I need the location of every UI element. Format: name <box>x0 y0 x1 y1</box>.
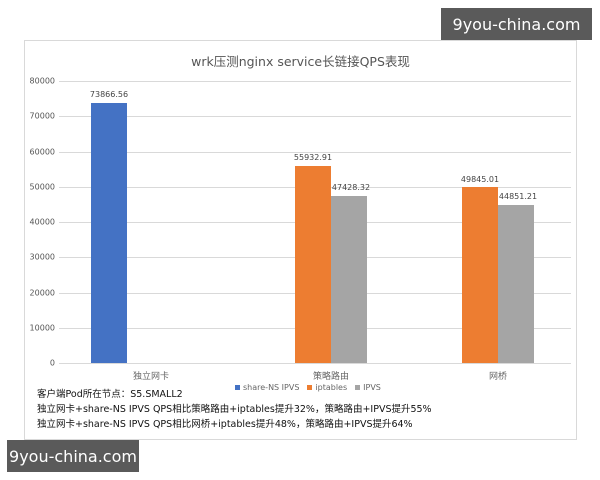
watermark-bottom: 9you-china.com <box>7 440 139 472</box>
value-label: 44851.21 <box>498 192 538 201</box>
y-tick: 70000 <box>29 111 55 121</box>
watermark-top: 9you-china.com <box>441 8 592 40</box>
bar-ipvs-策略路由 <box>331 195 367 363</box>
chart-notes: 客户端Pod所在节点：S5.SMALL2 独立网卡+share-NS IPVS … <box>37 387 432 432</box>
y-tick: 80000 <box>29 76 55 86</box>
note-line: 独立网卡+share-NS IPVS QPS相比策略路由+iptables提升3… <box>37 404 432 415</box>
y-tick: 0 <box>49 358 55 368</box>
y-tick: 30000 <box>29 252 55 262</box>
value-label: 49845.01 <box>460 175 500 184</box>
y-tick: 20000 <box>29 288 55 297</box>
legend: share-NS IPVS iptables IPVS <box>235 383 381 392</box>
note-line: 客户端Pod所在节点：S5.SMALL2 <box>37 389 183 400</box>
x-label: 独立网卡 <box>132 372 170 382</box>
chart-frame: wrk压测nginx service长链接QPS表现 80000 70000 6… <box>24 40 577 440</box>
y-tick: 50000 <box>29 182 55 192</box>
gridline <box>59 151 571 153</box>
gridline <box>59 81 571 82</box>
value-label: 55932.91 <box>293 153 333 162</box>
x-axis-line <box>59 363 571 364</box>
gridline <box>59 116 571 117</box>
bar-ipvs-网桥 <box>498 204 534 363</box>
x-label: 策略路由 <box>312 372 350 382</box>
note-line: 独立网卡+share-NS IPVS QPS相比网桥+iptables提升48%… <box>37 419 413 430</box>
y-tick: 60000 <box>29 147 55 156</box>
value-label: 73866.56 <box>89 90 129 99</box>
legend-item: IPVS <box>355 383 381 392</box>
y-tick: 10000 <box>29 323 55 333</box>
bar-share-ns-ipvs-独立网卡 <box>91 102 127 363</box>
bar-iptables-网桥 <box>462 187 498 363</box>
y-tick: 40000 <box>29 217 55 227</box>
legend-item: share-NS IPVS <box>235 383 299 392</box>
x-label: 网桥 <box>488 372 508 382</box>
chart-title: wrk压测nginx service长链接QPS表现 <box>191 54 410 69</box>
bar-iptables-策略路由 <box>295 165 331 363</box>
value-label: 47428.32 <box>331 183 371 192</box>
legend-item: iptables <box>307 383 347 392</box>
